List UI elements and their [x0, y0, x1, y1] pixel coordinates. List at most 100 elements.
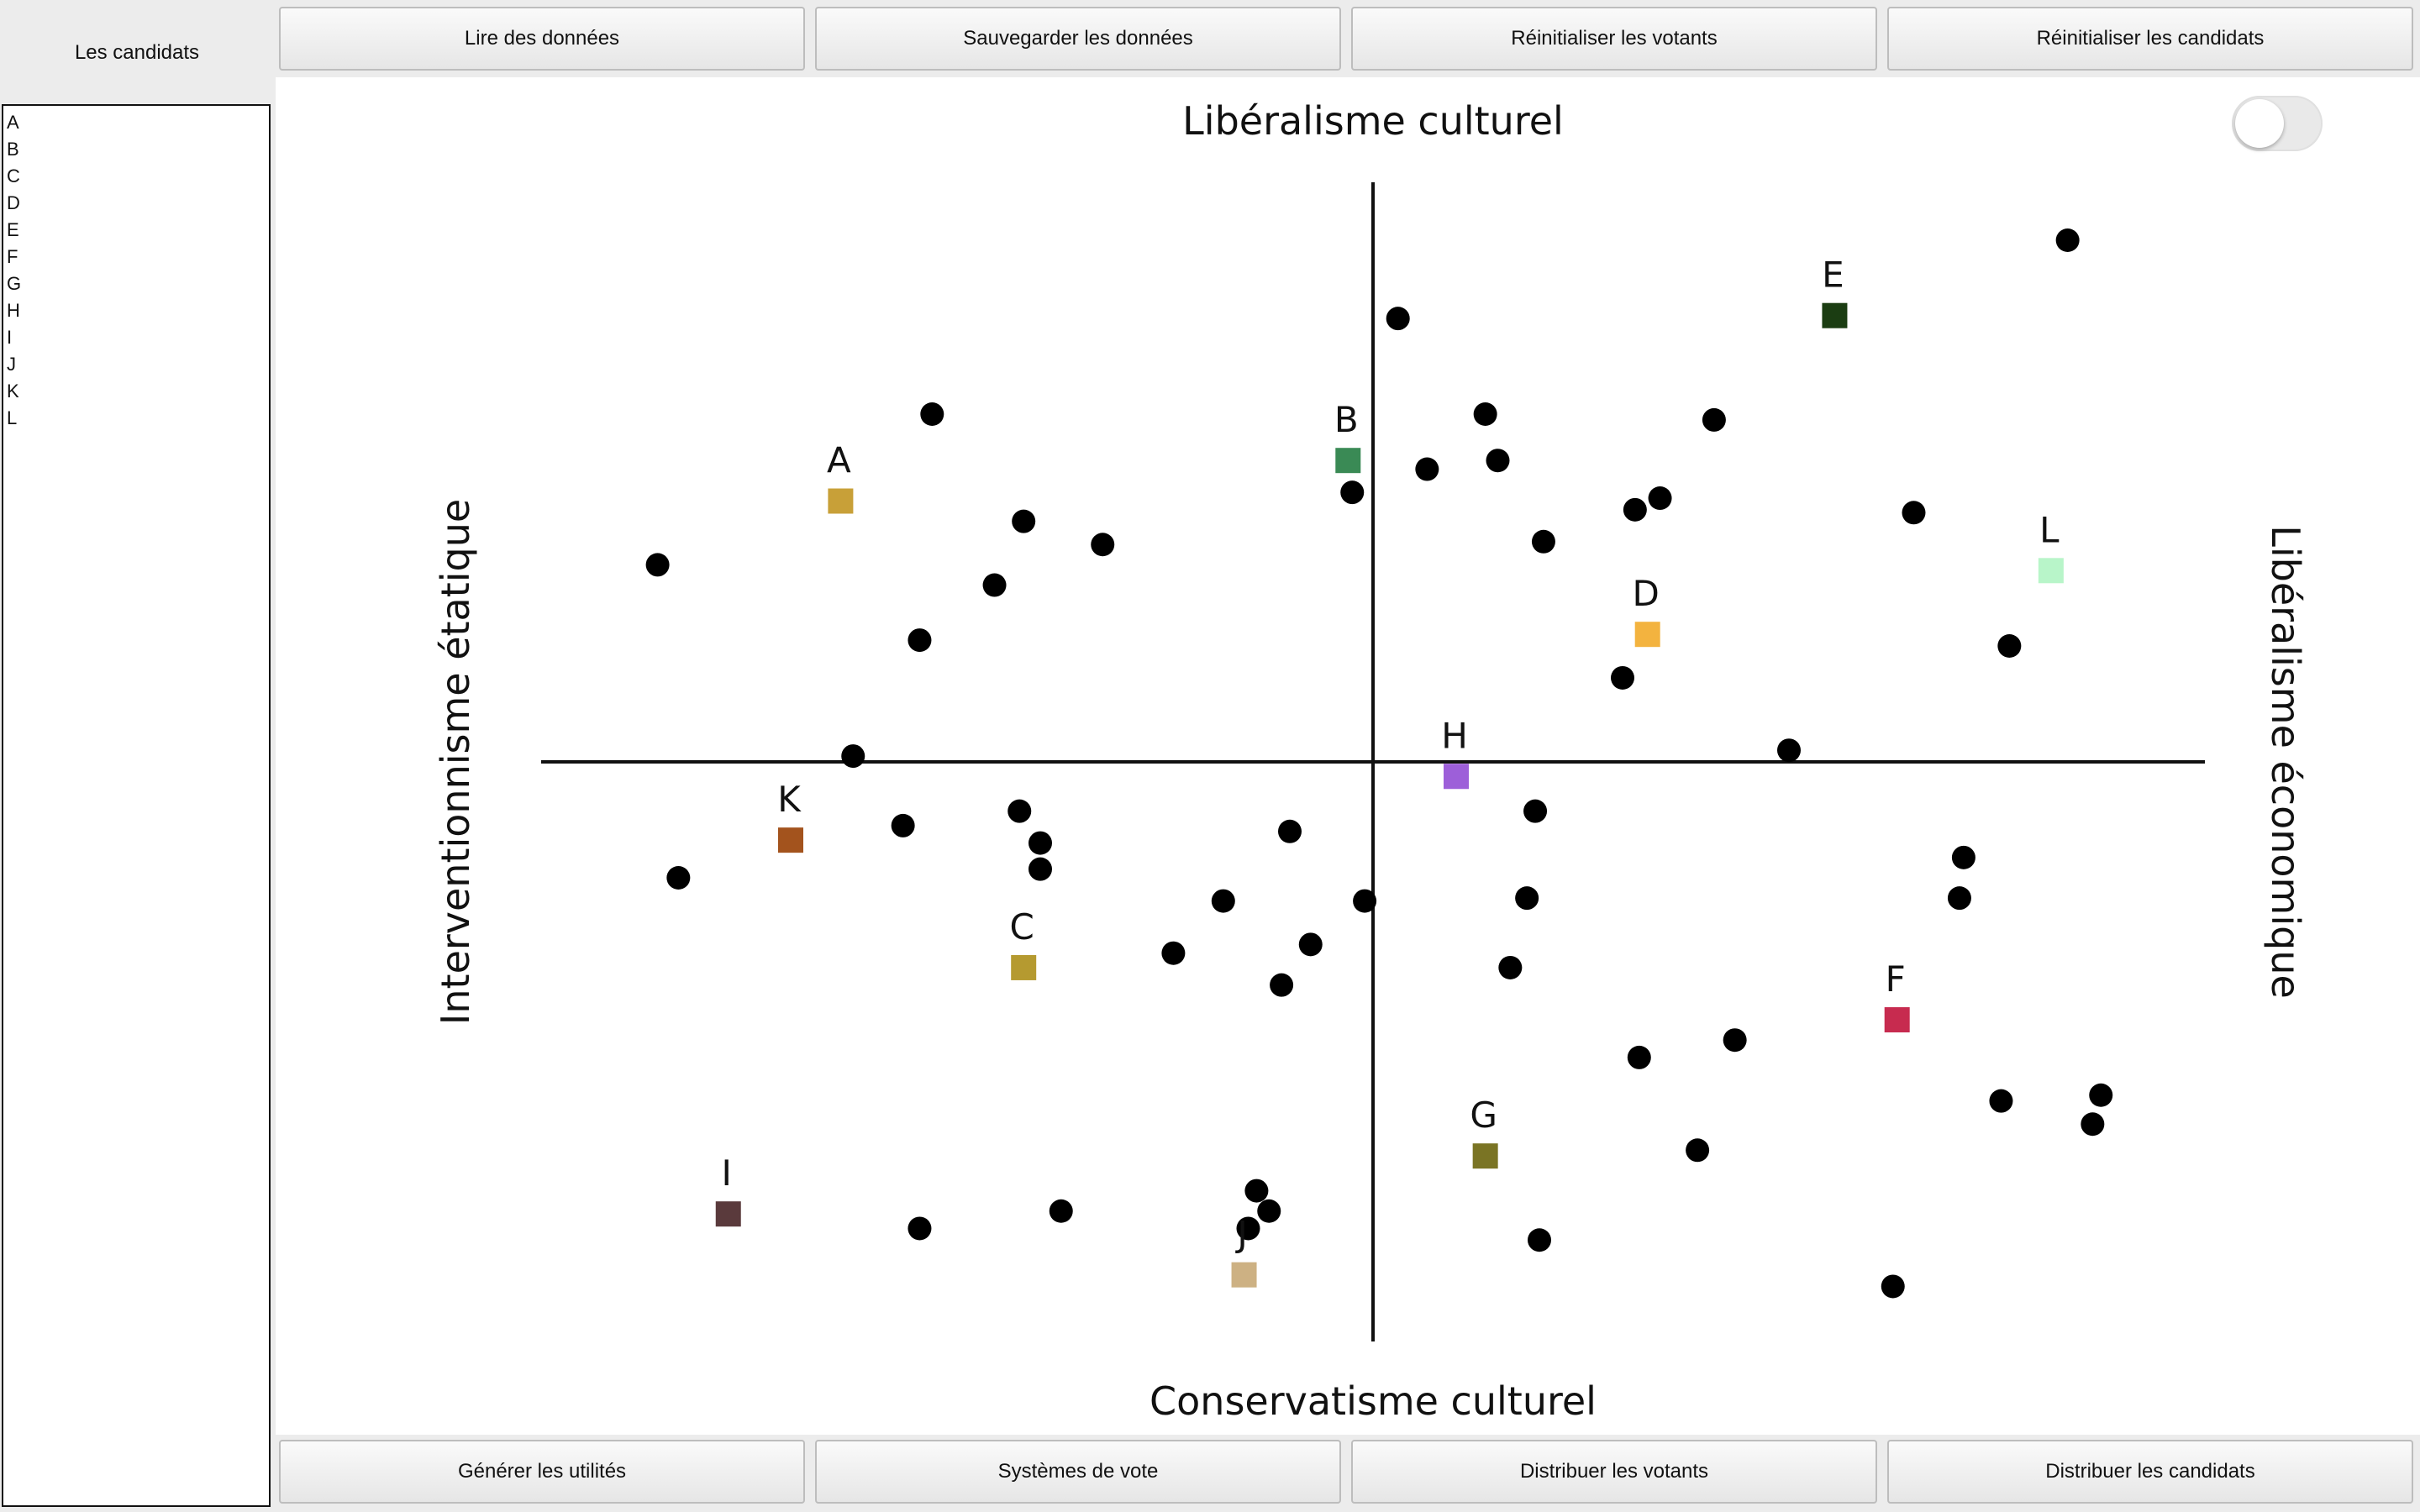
voter-point[interactable]	[1270, 973, 1294, 997]
candidate-list-item[interactable]: L	[7, 407, 18, 428]
political-map-panel[interactable]: A B C D E F G H I J K L Libéralisme culturel Conserv…	[276, 77, 2420, 1435]
axis-label-left: Interventionnisme étatique	[433, 499, 478, 1025]
candidate-marker-e[interactable]	[1822, 302, 1848, 328]
voter-point[interactable]	[1028, 831, 1052, 855]
voter-point[interactable]	[1611, 665, 1634, 690]
candidate-marker-c[interactable]	[1011, 954, 1037, 980]
candidate-label-d: D	[1633, 573, 1660, 614]
candidate-list-item[interactable]: A	[7, 112, 19, 133]
political-map-chart[interactable]: A B C D E F G H I J K L Libéralisme culturel Conserv…	[276, 77, 2420, 1435]
candidates-panel-title: Les candidats	[0, 0, 274, 106]
voter-point[interactable]	[666, 866, 691, 890]
voter-point[interactable]	[1415, 457, 1439, 481]
candidate-label-j: J	[1234, 1214, 1247, 1255]
voter-point[interactable]	[2055, 228, 2080, 252]
toggle-knob	[2235, 99, 2284, 148]
voter-point[interactable]	[891, 813, 915, 837]
candidate-label-a: A	[827, 440, 851, 481]
distribute-voters-button[interactable]: Distribuer les votants	[1351, 1440, 1877, 1504]
candidate-marker-g[interactable]	[1472, 1143, 1498, 1169]
voter-point[interactable]	[1211, 889, 1235, 913]
candidate-label-g: G	[1470, 1095, 1497, 1136]
candidate-marker-f[interactable]	[1884, 1007, 1910, 1033]
voter-point[interactable]	[1161, 941, 1186, 965]
candidate-list-item[interactable]: B	[7, 139, 19, 160]
candidate-label-e: E	[1822, 255, 1844, 296]
voter-point[interactable]	[1623, 497, 1647, 522]
axis-label-right: Libéralisme économique	[2263, 525, 2308, 999]
voter-point[interactable]	[1947, 886, 1971, 911]
candidate-list-item[interactable]: F	[7, 246, 18, 267]
voter-point[interactable]	[1278, 819, 1302, 843]
candidate-list-item[interactable]: H	[7, 300, 20, 321]
voter-point[interactable]	[1473, 402, 1497, 426]
voter-point[interactable]	[1049, 1199, 1073, 1223]
voter-point[interactable]	[1515, 886, 1539, 911]
candidate-label-l: L	[2039, 509, 2060, 550]
voter-point[interactable]	[1298, 932, 1323, 957]
voter-point[interactable]	[1257, 1199, 1281, 1223]
candidate-list-item[interactable]: G	[7, 273, 22, 294]
voter-point[interactable]	[2089, 1083, 2113, 1107]
voter-point[interactable]	[1951, 845, 1975, 869]
voter-point[interactable]	[1997, 634, 2022, 658]
voter-point[interactable]	[1340, 480, 1365, 505]
axis-label-top: Libéralisme culturel	[1182, 98, 1564, 144]
voter-point[interactable]	[1702, 407, 1726, 432]
save-data-button[interactable]: Sauvegarder les données	[815, 7, 1341, 71]
voter-point[interactable]	[1881, 1274, 1905, 1299]
voter-point[interactable]	[1528, 1228, 1551, 1252]
display-toggle[interactable]	[2232, 96, 2323, 151]
voter-point[interactable]	[1028, 857, 1052, 881]
candidate-label-f: F	[1886, 958, 1906, 1000]
voter-point[interactable]	[920, 402, 944, 426]
voter-point[interactable]	[1386, 307, 1410, 331]
voter-point[interactable]	[1486, 449, 1510, 473]
voter-point[interactable]	[1648, 486, 1672, 511]
voter-point[interactable]	[1498, 955, 1523, 979]
voter-point[interactable]	[1902, 501, 1926, 525]
voter-point[interactable]	[1686, 1138, 1710, 1163]
candidate-marker-j[interactable]	[1231, 1262, 1257, 1288]
candidate-marker-i[interactable]	[715, 1201, 741, 1227]
voter-point[interactable]	[908, 628, 932, 653]
reset-voters-button[interactable]: Réinitialiser les votants	[1351, 7, 1877, 71]
candidate-marker-d[interactable]	[1634, 622, 1660, 648]
candidate-list-item[interactable]: E	[7, 219, 19, 240]
voting-systems-button[interactable]: Systèmes de vote	[815, 1440, 1341, 1504]
voter-point[interactable]	[908, 1216, 932, 1241]
candidate-label-h: H	[1441, 715, 1468, 756]
candidate-list-item[interactable]: C	[7, 165, 20, 186]
voter-point[interactable]	[1627, 1045, 1651, 1069]
candidate-list-item[interactable]: I	[7, 327, 13, 348]
voter-point[interactable]	[1523, 799, 1548, 823]
candidate-marker-l[interactable]	[2038, 558, 2064, 584]
voter-point[interactable]	[982, 573, 1007, 597]
reset-candidates-button[interactable]: Réinitialiser les candidats	[1887, 7, 2413, 71]
voter-point[interactable]	[1353, 889, 1377, 913]
voter-point[interactable]	[1244, 1179, 1269, 1203]
voter-point[interactable]	[1777, 738, 1801, 763]
voter-point[interactable]	[1012, 509, 1036, 533]
voter-point[interactable]	[645, 553, 670, 577]
candidate-list-item[interactable]: K	[7, 381, 19, 402]
candidate-marker-b[interactable]	[1335, 448, 1361, 474]
generate-utilities-button[interactable]: Générer les utilités	[279, 1440, 805, 1504]
voter-point[interactable]	[1989, 1089, 2013, 1113]
candidate-marker-h[interactable]	[1444, 764, 1469, 790]
voter-point[interactable]	[1723, 1028, 1747, 1053]
read-data-button[interactable]: Lire des données	[279, 7, 805, 71]
voter-point[interactable]	[841, 744, 865, 769]
candidate-list-item[interactable]: J	[7, 354, 16, 375]
candidate-marker-a[interactable]	[828, 488, 854, 514]
voter-point[interactable]	[1091, 533, 1115, 557]
voter-point[interactable]	[2081, 1112, 2105, 1137]
candidate-label-b: B	[1334, 399, 1359, 440]
voter-point[interactable]	[1236, 1216, 1260, 1241]
voter-point[interactable]	[1531, 529, 1555, 554]
distribute-candidates-button[interactable]: Distribuer les candidats	[1887, 1440, 2413, 1504]
candidate-list-item[interactable]: D	[7, 192, 20, 213]
voter-point[interactable]	[1007, 799, 1032, 823]
candidate-marker-k[interactable]	[778, 827, 803, 853]
